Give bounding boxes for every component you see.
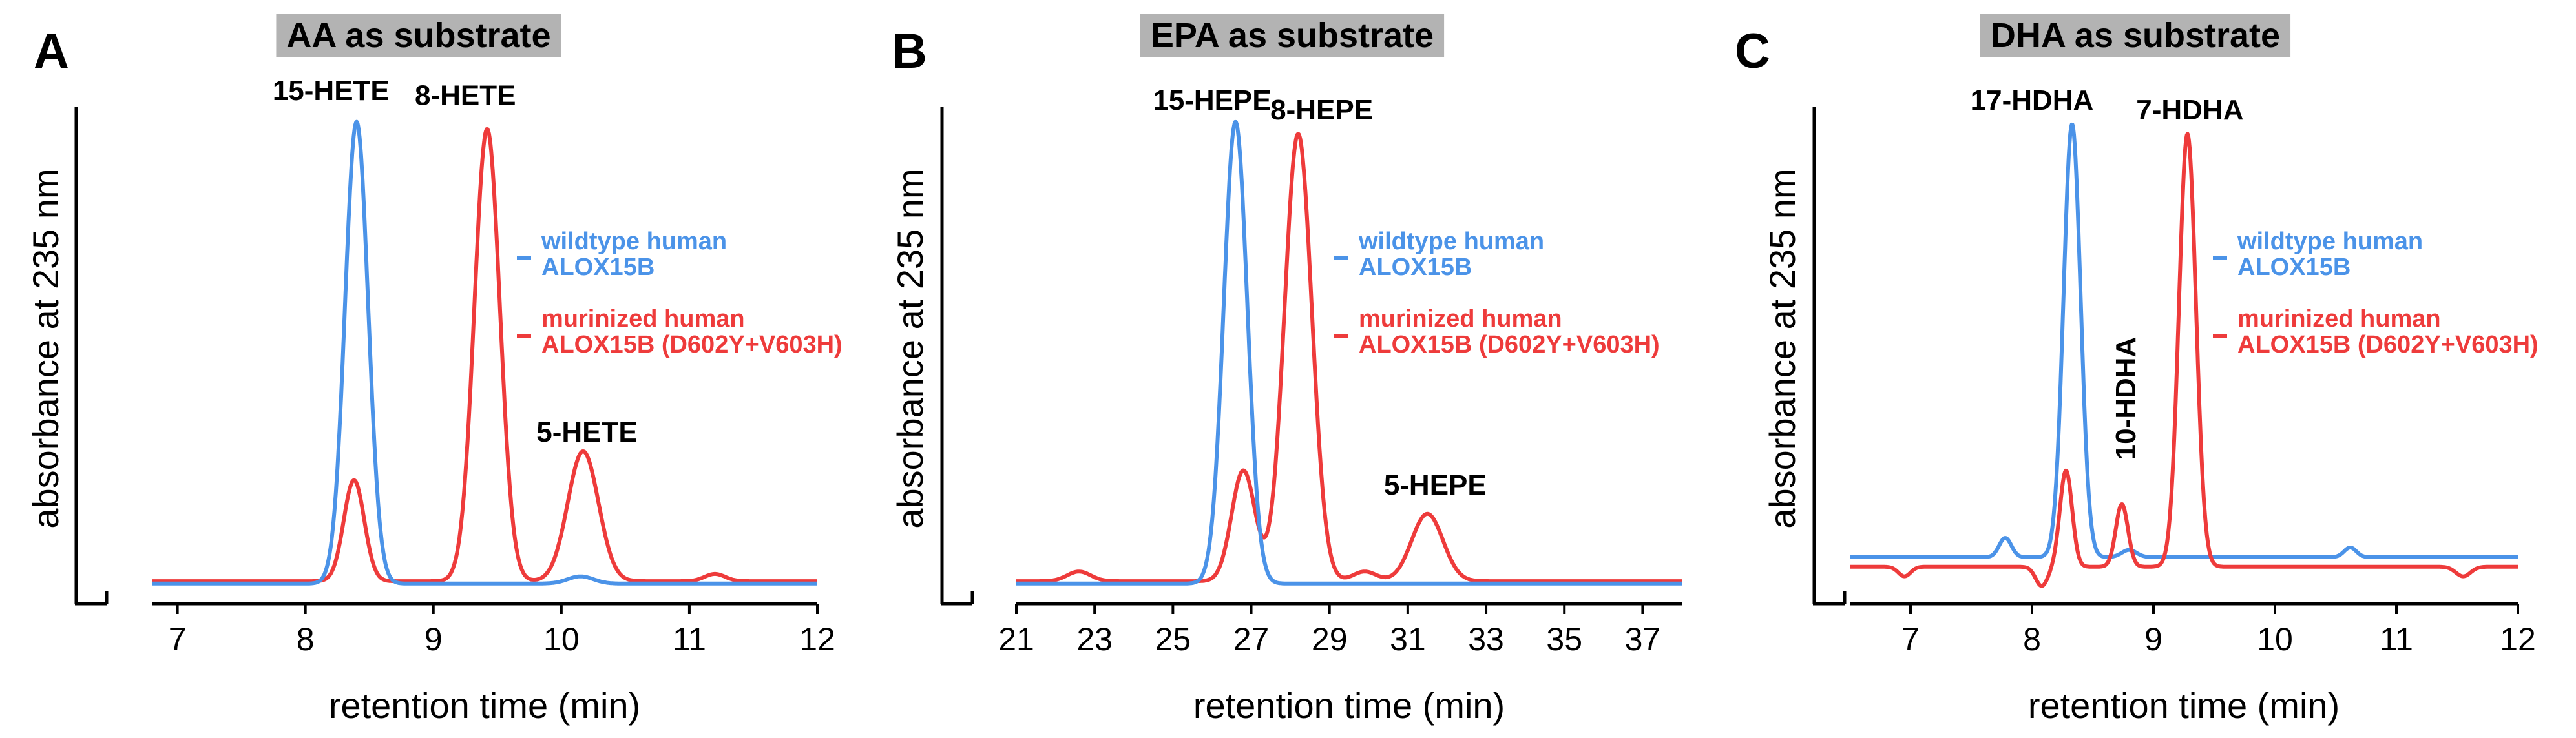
x-tick-label: 35 (1546, 621, 1582, 657)
x-tick-label: 8 (297, 621, 315, 657)
series-line-wildtype (1848, 122, 2519, 559)
x-tick-label: 23 (1076, 621, 1113, 657)
peak-label: 5-HETE (536, 416, 637, 448)
legend-label: murinized human (1359, 305, 1562, 333)
panel-letter: A (34, 24, 69, 79)
peak-label: 15-HETE (273, 75, 390, 107)
chart-title-background (276, 14, 561, 57)
x-tick-label: 12 (2500, 621, 2536, 657)
x-tick-label: 11 (673, 621, 706, 657)
peak-label: 8-HEPE (1270, 94, 1373, 126)
x-tick-label: 9 (2144, 621, 2162, 657)
x-tick-label: 33 (1468, 621, 1504, 657)
x-axis-label: retention time (min) (1193, 685, 1505, 726)
legend-label: ALOX15B (1359, 254, 1472, 281)
panel-letter: C (1735, 24, 1770, 79)
series-line-murinized (151, 127, 819, 584)
x-tick-label: 25 (1155, 621, 1191, 657)
series-line-wildtype (151, 119, 819, 586)
chart-title-background (1980, 14, 2291, 57)
chart-title: AA as substrate (286, 16, 550, 55)
x-tick-label: 7 (1901, 621, 1920, 657)
legend-label: murinized human (541, 305, 745, 333)
x-tick-label: 10 (2257, 621, 2293, 657)
legend-label: ALOX15B (2237, 254, 2351, 281)
x-tick-label: 12 (799, 621, 835, 657)
panel-letter: B (892, 24, 927, 79)
peak-label: 5-HEPE (1384, 469, 1487, 501)
chart-title: DHA as substrate (1991, 16, 2280, 55)
x-tick-label: 27 (1233, 621, 1270, 657)
peak-label: 17-HDHA (1971, 85, 2094, 116)
chart-title: EPA as substrate (1151, 16, 1434, 55)
chart-title-background (1140, 14, 1445, 57)
series-line-murinized (1848, 132, 2519, 588)
legend-label: murinized human (2237, 305, 2441, 333)
y-axis-label: absorbance at 235 nm (25, 169, 66, 528)
panel-c: C DHA as substrate absorbance at 235 nm 7 8 9… (1735, 14, 2539, 726)
peak-label: 7-HDHA (2136, 94, 2243, 126)
panel-b: B EPA as substrate absorbance at 235 nm 21 2… (890, 14, 1683, 726)
series-line-wildtype (1015, 119, 1683, 586)
x-tick-label: 7 (169, 621, 187, 657)
legend-label: ALOX15B (D602Y+V603H) (2237, 331, 2539, 358)
x-tick-label: 29 (1312, 621, 1348, 657)
legend-label: ALOX15B (D602Y+V603H) (1359, 331, 1660, 358)
legend-label: ALOX15B (D602Y+V603H) (541, 331, 843, 358)
peak-label: 15-HEPE (1153, 85, 1271, 116)
x-tick-label: 31 (1390, 621, 1426, 657)
x-tick-label: 37 (1625, 621, 1661, 657)
panel-a: A AA as substrate absorbance at 235 nm 7 8 9 1… (25, 14, 843, 726)
peak-label: 10-HDHA (2110, 337, 2142, 460)
y-axis-label: absorbance at 235 nm (1762, 169, 1803, 528)
series-line-murinized (1015, 132, 1683, 584)
x-tick-label: 8 (2023, 621, 2041, 657)
legend-label: wildtype human (2237, 228, 2423, 255)
x-tick-label: 21 (998, 621, 1034, 657)
x-axis-label: retention time (min) (329, 685, 640, 726)
y-axis-label: absorbance at 235 nm (890, 169, 930, 528)
x-tick-label: 9 (424, 621, 443, 657)
x-tick-label: 10 (543, 621, 580, 657)
x-axis-label: retention time (min) (2028, 685, 2340, 726)
peak-label: 8-HETE (415, 80, 516, 112)
legend-label: wildtype human (541, 228, 727, 255)
x-tick-label: 11 (2380, 621, 2413, 657)
legend-label: ALOX15B (541, 254, 654, 281)
legend-label: wildtype human (1358, 228, 1544, 255)
